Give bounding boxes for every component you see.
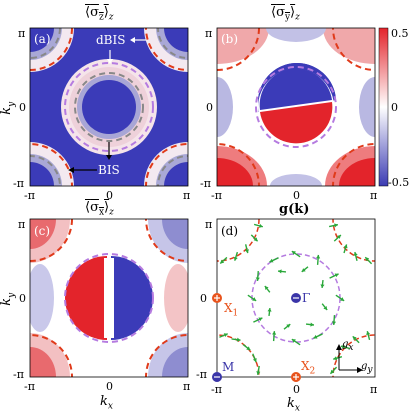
field-arrow-head	[333, 356, 338, 361]
field-arrow-head	[313, 334, 318, 339]
gy-label: gy	[361, 361, 373, 375]
field-arrow-head	[223, 333, 228, 337]
field-arrow-head	[258, 317, 263, 322]
field-arrow-head	[340, 345, 345, 350]
field-arrow-head	[264, 286, 269, 290]
field-arrow-head	[310, 322, 314, 327]
field-arrow-head	[330, 369, 335, 374]
panel-b-label: (b)	[221, 32, 239, 46]
vector-field	[219, 223, 373, 375]
b-xtick-pi: π	[370, 189, 378, 202]
field-arrow-head	[256, 371, 261, 375]
panel-a-label: (a)	[34, 32, 51, 46]
colorbar	[378, 27, 389, 187]
field-arrow-head	[253, 237, 258, 242]
field-arrow-head	[286, 324, 291, 328]
field-arrow-head	[267, 308, 272, 312]
field-arrow-head	[343, 244, 348, 249]
c-xlabel: kx	[100, 394, 113, 412]
panel-d-label: (d)	[221, 224, 239, 238]
field-arrow-head	[220, 259, 225, 264]
colorbar-zero: 0	[391, 101, 398, 114]
panel-d	[212, 218, 376, 382]
d-xtick-negpi: -π	[211, 383, 222, 396]
field-arrow-head	[272, 331, 277, 335]
c-xtick-negpi: -π	[24, 380, 35, 393]
m-label: M	[222, 360, 235, 374]
field-arrow-head	[353, 252, 358, 256]
field-arrow-head	[366, 331, 371, 335]
a-xtick-zero: 0	[106, 189, 113, 202]
field-arrow-head	[340, 297, 345, 301]
field-arrow-head	[269, 258, 274, 263]
field-arrow-head	[233, 256, 238, 261]
d-ytick-negpi: -π	[196, 368, 207, 381]
d-xtick-zero: 0	[293, 383, 300, 396]
gamma-label: Γ	[302, 291, 311, 305]
field-arrow-head	[323, 306, 328, 310]
panel-a-title: ⟨σz⟩z	[85, 5, 114, 23]
field-arrow-head	[316, 254, 321, 259]
field-arrow-head	[258, 223, 263, 228]
x2-label: X2	[301, 359, 316, 377]
a-ytick-pi: π	[18, 27, 26, 40]
b-ytick-zero: 0	[206, 101, 213, 114]
bis-annotation: BIS	[98, 163, 120, 177]
panel-d-title: g(k)	[279, 202, 310, 217]
x1-label: X1	[224, 301, 239, 319]
panel-c-title: ⟨σx⟩z	[85, 200, 114, 218]
field-arrow-head	[301, 268, 306, 272]
b-ytick-pi: π	[205, 27, 213, 40]
a-ylabel: ky	[0, 101, 17, 115]
colorbar-max: 0.5	[391, 27, 409, 40]
dbis-annotation: dBIS	[96, 33, 126, 47]
d-xtick-pi: π	[370, 383, 378, 396]
a-xtick-pi: π	[183, 189, 191, 202]
colorbar-min: -0.5	[388, 176, 410, 189]
panel-a-dbis-line	[64, 62, 154, 152]
c-ytick-negpi: -π	[13, 368, 24, 381]
field-arrow-head	[252, 358, 257, 363]
c-xtick-pi: π	[183, 380, 191, 393]
field-arrow-head	[331, 321, 337, 325]
field-arrow-head	[352, 336, 357, 341]
d-ytick-pi: π	[205, 218, 213, 231]
field-arrow-head	[334, 273, 339, 278]
c-xtick-zero: 0	[106, 380, 113, 393]
panel-c-label: (c)	[34, 224, 51, 238]
field-arrow-head	[365, 257, 370, 262]
a-ytick-negpi: -π	[13, 177, 24, 190]
panel-b	[216, 27, 389, 187]
field-arrow-head	[334, 223, 338, 228]
field-arrow-head	[291, 339, 296, 343]
b-xtick-negpi: -π	[211, 189, 222, 202]
b-ytick-negpi: -π	[200, 177, 211, 190]
panel-b-title: ⟨σy⟩z	[271, 5, 300, 23]
field-arrow-head	[291, 251, 296, 255]
field-arrow-head	[278, 269, 282, 274]
field-arrow-head	[236, 337, 241, 342]
field-arrow-head	[244, 249, 249, 254]
field-arrow-head	[336, 235, 341, 239]
c-ytick-zero: 0	[19, 292, 26, 305]
a-xtick-negpi: -π	[24, 189, 35, 202]
field-arrow-head	[246, 346, 251, 351]
d-xlabel: kx	[287, 396, 300, 414]
panel-c	[29, 218, 189, 378]
b-xtick-zero: 0	[293, 189, 300, 202]
field-arrow-head	[255, 277, 260, 281]
panel-a	[29, 27, 189, 187]
field-arrow-head	[252, 297, 257, 301]
d-ytick-zero: 0	[200, 292, 207, 305]
field-arrow-head	[320, 284, 325, 288]
gx-label: gx	[342, 339, 354, 353]
panel-a-gray-lines	[30, 28, 188, 186]
c-ytick-pi: π	[18, 218, 26, 231]
a-ytick-zero: 0	[19, 101, 26, 114]
c-ylabel: ky	[0, 292, 17, 306]
